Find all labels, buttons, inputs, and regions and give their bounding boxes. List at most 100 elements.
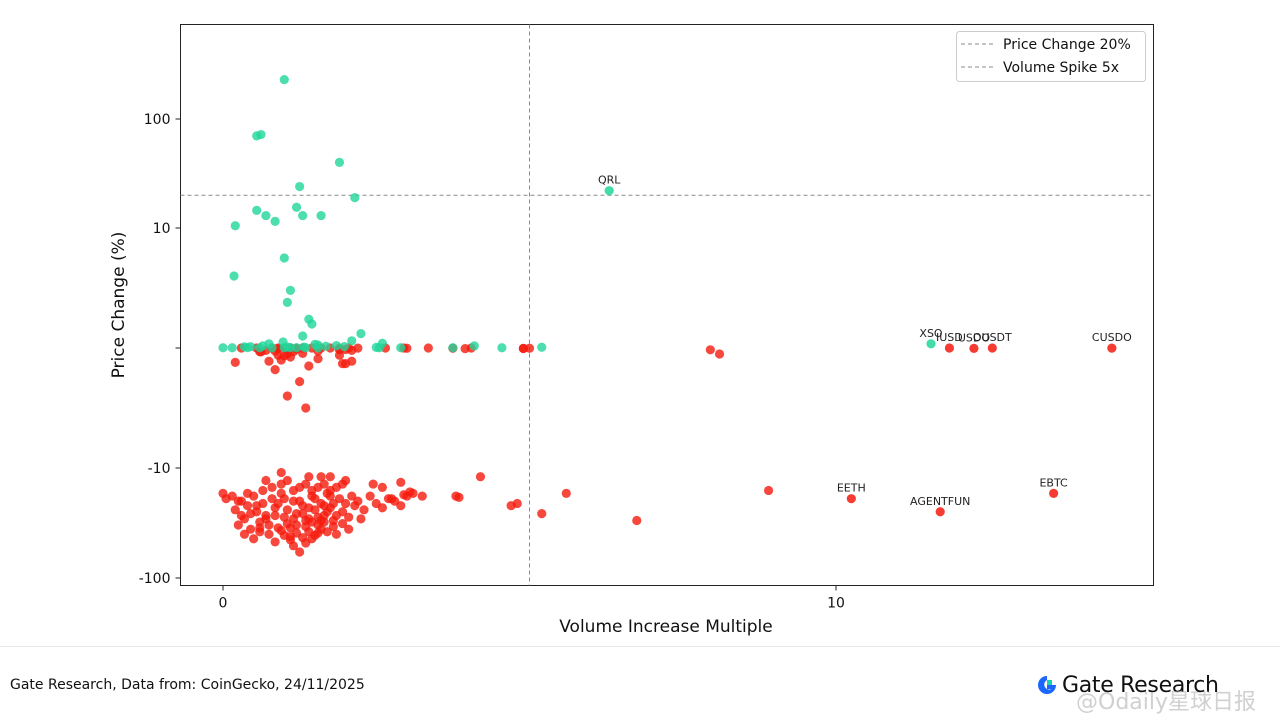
negative-point [255, 523, 265, 533]
labeled-point [1049, 488, 1059, 498]
point-label: USDO [958, 331, 991, 344]
point-label: EETH [837, 482, 866, 495]
negative-point [261, 475, 271, 486]
labeled-point [846, 494, 856, 504]
negative-point [264, 520, 274, 530]
negative-point [454, 492, 464, 502]
negative-point [475, 472, 486, 482]
negative-point [264, 356, 274, 366]
negative-point [233, 520, 243, 530]
negative-point [328, 521, 338, 532]
labeled-point [926, 339, 936, 349]
positive-point [285, 285, 296, 295]
legend-label-price-change: Price Change 20% [1003, 37, 1131, 53]
negative-point [267, 482, 277, 492]
negative-point [249, 534, 259, 544]
negative-point [347, 345, 357, 355]
negative-point [295, 377, 305, 387]
negative-point [377, 482, 387, 492]
labeled-point [935, 507, 945, 517]
positive-point [347, 336, 357, 346]
point-label: CUSDO [1092, 331, 1132, 344]
negative-point [423, 343, 433, 353]
gate-logo-icon [1038, 676, 1056, 694]
negative-point [288, 541, 299, 551]
negative-point [347, 356, 357, 366]
positive-point [301, 343, 311, 353]
negative-point [304, 472, 314, 482]
positive-point [279, 74, 289, 85]
legend: Price Change 20% Volume Spike 5x [956, 31, 1146, 82]
negative-point [353, 496, 363, 506]
positive-point [267, 343, 277, 353]
point-label: AGENTFUN [910, 495, 970, 508]
brand-name: Gate Research [1062, 672, 1219, 698]
negative-point [331, 510, 342, 521]
positive-point [356, 329, 366, 339]
negative-point [714, 349, 725, 359]
negative-point [705, 345, 715, 355]
negative-point [301, 521, 311, 532]
positive-point [298, 331, 308, 341]
legend-label-volume-spike: Volume Spike 5x [1003, 60, 1119, 76]
negative-point [377, 503, 387, 513]
labeled-point [987, 343, 997, 353]
positive-point [316, 210, 326, 221]
labeled-point [604, 186, 614, 196]
negative-point [313, 528, 323, 538]
positive-point [334, 157, 345, 167]
positive-point [537, 342, 547, 352]
negative-point [242, 488, 253, 498]
negative-point [304, 503, 314, 513]
negative-point [561, 488, 571, 498]
negative-point [236, 510, 246, 521]
negative-point [325, 491, 335, 501]
positive-point [291, 202, 302, 212]
negative-point [279, 494, 289, 504]
negative-point [282, 475, 292, 486]
negative-point [264, 529, 274, 539]
negative-point [512, 498, 522, 509]
negative-point [331, 529, 342, 539]
positive-point [282, 297, 292, 307]
negative-point [396, 477, 406, 487]
negative-points [218, 343, 774, 557]
positive-point [270, 216, 280, 226]
brand-logo: Gate Research [1036, 670, 1219, 700]
negative-point [359, 505, 369, 515]
y-tick-label: -10 [148, 461, 171, 477]
x-tick-label: 10 [827, 596, 845, 612]
negative-point [319, 517, 329, 527]
positive-point [396, 343, 406, 353]
negative-point [341, 498, 351, 509]
positive-points [218, 74, 547, 353]
positive-point [279, 253, 289, 263]
negative-point [337, 518, 348, 529]
negative-point [524, 343, 535, 353]
negative-point [304, 514, 314, 524]
y-axis-label: Price Change (%) [109, 232, 129, 379]
positive-point [230, 221, 240, 231]
labeled-point [1107, 343, 1117, 353]
negative-point [230, 357, 240, 367]
positive-point [374, 343, 384, 353]
negative-point [301, 403, 311, 413]
footer-divider [0, 646, 1280, 647]
negative-point [245, 509, 256, 519]
positive-point [242, 343, 253, 353]
negative-point [285, 523, 296, 533]
negative-point [245, 524, 256, 534]
negative-point [282, 505, 292, 515]
negative-point [227, 491, 237, 501]
negative-point [763, 485, 774, 496]
negative-point [295, 496, 305, 506]
positive-point [295, 181, 305, 192]
y-axis-ticks: 100 10 -10 -100 [139, 112, 181, 587]
positive-point [218, 343, 228, 353]
negative-point [276, 355, 286, 365]
negative-point [417, 491, 427, 501]
x-axis-label: Volume Increase Multiple [559, 617, 773, 637]
positive-point [261, 210, 271, 221]
labeled-point [969, 343, 979, 353]
negative-point [307, 534, 317, 544]
